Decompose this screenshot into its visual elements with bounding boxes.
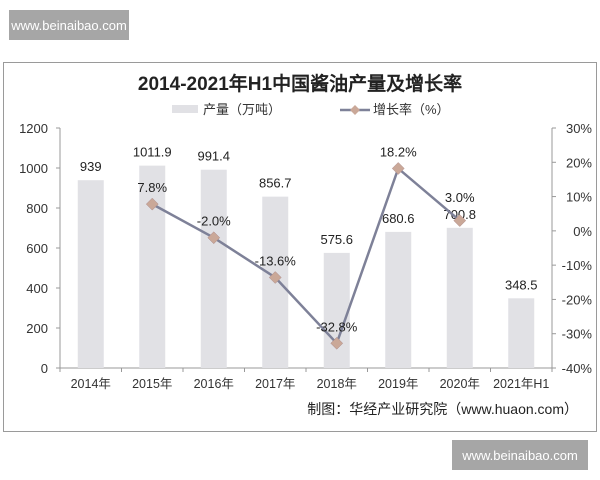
y-left-tick-label: 600 bbox=[26, 241, 48, 256]
growth-line bbox=[151, 166, 461, 346]
bar-data-label: 680.6 bbox=[382, 211, 415, 226]
growth-data-label: 3.0% bbox=[445, 190, 475, 205]
bar-2015年 bbox=[139, 165, 166, 368]
growth-marker-2020年 bbox=[453, 214, 467, 227]
bar-2014年 bbox=[77, 180, 104, 368]
legend-line-label: 增长率（%） bbox=[373, 102, 450, 117]
y-right-tick-label: 30% bbox=[566, 121, 592, 136]
bar-data-label: 1011.9 bbox=[133, 145, 172, 160]
bar-data-label: 939 bbox=[80, 159, 102, 174]
growth-data-label: 7.8% bbox=[137, 180, 167, 195]
y-right-tick-label: -10% bbox=[562, 258, 593, 273]
legend-line-marker bbox=[350, 105, 360, 115]
growth-data-label: 18.2% bbox=[380, 144, 417, 159]
x-tick-label: 2015年 bbox=[132, 377, 172, 391]
y-right-tick-label: -30% bbox=[562, 327, 593, 342]
y-left-tick-label: 0 bbox=[41, 361, 48, 376]
growth-data-label: -32.8% bbox=[316, 319, 358, 334]
growth-marker-2017年 bbox=[268, 271, 282, 284]
bar-data-label: 991.4 bbox=[197, 149, 230, 164]
y-right-tick-label: 0% bbox=[573, 224, 592, 239]
y-left-tick-label: 1200 bbox=[19, 121, 48, 136]
chart-title: 2014-2021年H1中国酱油产量及增长率 bbox=[138, 72, 462, 95]
legend-bar-label: 产量（万吨） bbox=[203, 102, 281, 117]
y-right-tick-label: 10% bbox=[566, 190, 592, 205]
y-left-tick-label: 200 bbox=[26, 321, 48, 336]
bar-2016年 bbox=[200, 169, 227, 368]
y-right-tick-label: -20% bbox=[562, 292, 593, 307]
bar-data-label: 856.7 bbox=[259, 176, 292, 191]
legend-bar-swatch bbox=[172, 105, 198, 113]
growth-marker-2015年 bbox=[145, 197, 159, 211]
growth-marker-2016年 bbox=[207, 231, 221, 245]
y-left-tick-label: 800 bbox=[26, 201, 48, 216]
bar-2020年 bbox=[446, 227, 473, 368]
bar-2019年 bbox=[385, 231, 412, 368]
source-note: 制图：华经产业研究院（www.huaon.com） bbox=[307, 401, 578, 417]
bar-2018年 bbox=[323, 252, 350, 368]
growth-marker-2019年 bbox=[391, 162, 405, 175]
x-tick-label: 2020年 bbox=[440, 377, 480, 391]
watermark-bottom: www.beinaibao.com bbox=[452, 440, 588, 470]
y-left-tick-label: 400 bbox=[26, 281, 48, 296]
x-tick-label: 2019年 bbox=[378, 377, 418, 391]
bar-data-label: 575.6 bbox=[320, 232, 353, 247]
watermark-top: www.beinaibao.com bbox=[9, 10, 129, 40]
y-right-tick-label: 20% bbox=[566, 155, 592, 170]
growth-data-label: -13.6% bbox=[255, 253, 297, 268]
growth-data-label: -2.0% bbox=[197, 214, 231, 229]
bar-data-label: 348.5 bbox=[505, 277, 538, 292]
bar-2021年H1 bbox=[508, 298, 535, 368]
x-tick-label: 2018年 bbox=[317, 377, 357, 391]
y-right-tick-label: -40% bbox=[562, 361, 593, 376]
x-tick-label: 2017年 bbox=[255, 377, 295, 391]
x-tick-label: 2016年 bbox=[194, 377, 234, 391]
x-tick-label: 2014年 bbox=[71, 377, 111, 391]
growth-marker-2018年 bbox=[330, 336, 344, 350]
y-left-tick-label: 1000 bbox=[19, 161, 48, 176]
x-tick-label: 2021年H1 bbox=[493, 377, 549, 391]
